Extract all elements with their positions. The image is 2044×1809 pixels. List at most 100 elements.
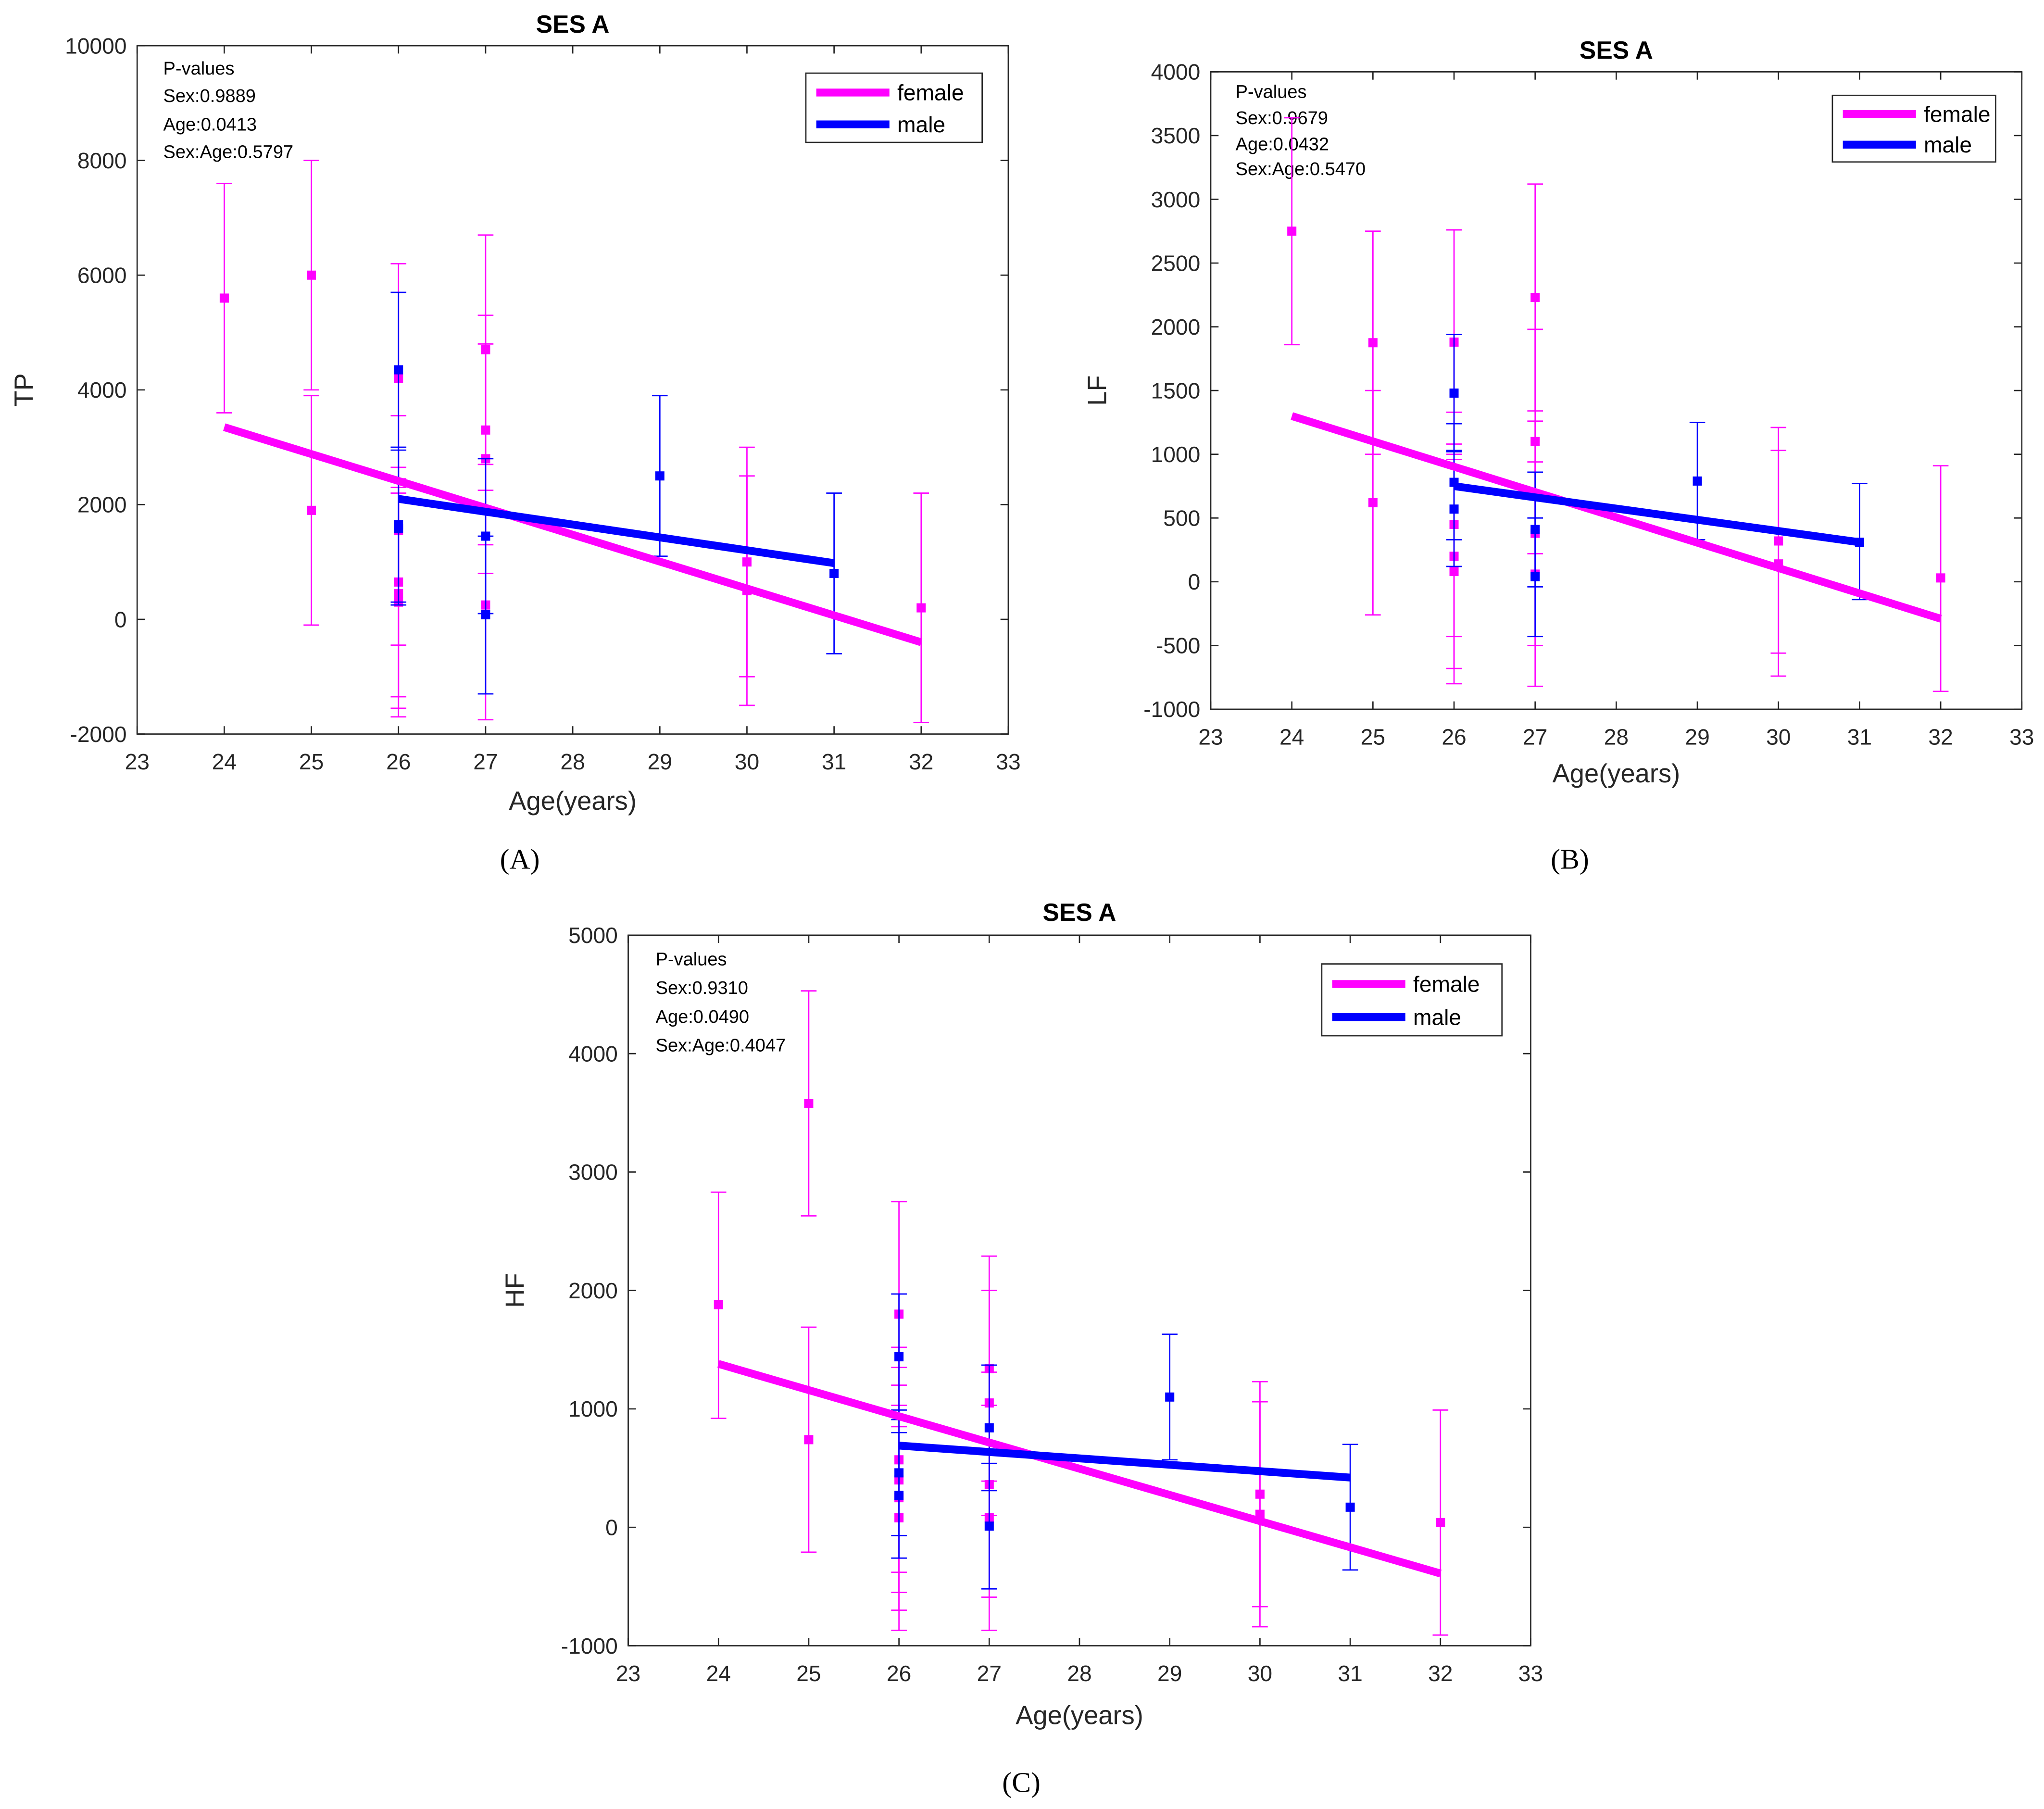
x-tick-label: 33	[1518, 1661, 1543, 1686]
data-point	[655, 471, 665, 481]
p-value-text: Age:0.0413	[163, 115, 257, 135]
x-tick-label: 30	[1766, 724, 1791, 749]
fit-line-male	[899, 1442, 1351, 1482]
p-value-text: Sex:Age:0.5470	[1236, 159, 1366, 179]
data-point	[1368, 498, 1378, 507]
x-tick-label: 28	[560, 749, 585, 774]
x-tick-label: 30	[1248, 1661, 1272, 1686]
legend-label-female: female	[1413, 972, 1480, 997]
y-tick-label: 5000	[568, 923, 618, 948]
x-tick-label: 24	[1279, 724, 1304, 749]
legend-box	[805, 72, 983, 143]
x-tick-label: 26	[386, 749, 411, 774]
x-axis-label: Age(years)	[509, 786, 637, 816]
x-tick-label: 31	[822, 749, 846, 774]
x-tick-label: 25	[1361, 724, 1385, 749]
y-axis-label: TP	[9, 373, 38, 406]
x-tick-label: 23	[1198, 724, 1223, 749]
data-point	[307, 505, 316, 515]
legend: female male	[1831, 94, 1996, 163]
x-tick-label: 23	[616, 1661, 640, 1686]
p-value-text: Sex:Age:0.5797	[163, 142, 294, 163]
p-value-text: Sex:0.9889	[163, 86, 256, 106]
series-male	[891, 1293, 1358, 1590]
p-value-text: P-values	[656, 949, 727, 969]
y-axis-label: HF	[500, 1273, 529, 1307]
fit-line-female	[717, 1360, 1442, 1578]
x-tick-label: 24	[706, 1661, 731, 1686]
data-point	[1287, 226, 1297, 236]
x-tick-label: 28	[1604, 724, 1629, 749]
chart-panel-b: 23 24 25 26 27 28 29 30 31 32 33 -1000 -500 0 500 1000 1…	[1083, 36, 2034, 875]
x-tick-label: 32	[1928, 724, 1953, 749]
x-axis-label: Age(years)	[1553, 759, 1680, 788]
x-tick-label: 25	[299, 749, 324, 774]
x-tick-label: 29	[1157, 1661, 1182, 1686]
y-tick-label: 2000	[568, 1278, 618, 1303]
data-point	[1345, 1502, 1355, 1512]
fit-line-female	[1291, 412, 1942, 623]
fit-line-female	[223, 423, 923, 646]
series-male	[390, 291, 842, 695]
legend-label-male: male	[1924, 132, 1972, 157]
data-point	[219, 293, 229, 303]
legend-box	[1831, 94, 1996, 163]
data-point	[714, 1300, 723, 1309]
p-value-text: Sex:0.9310	[656, 978, 748, 998]
x-tick-label: 32	[909, 749, 933, 774]
legend-label-female: female	[897, 80, 964, 105]
legend-label-female: female	[1924, 101, 1991, 126]
data-point	[394, 524, 403, 533]
data-point	[1693, 476, 1702, 486]
data-point	[1368, 338, 1378, 348]
y-tick-label: 1000	[568, 1396, 618, 1421]
data-point	[1530, 293, 1540, 302]
x-axis-label: Age(years)	[1016, 1700, 1143, 1730]
data-point	[829, 569, 839, 578]
data-point	[481, 610, 490, 619]
x-tick-label: 26	[1442, 724, 1466, 749]
fit-line-male	[1453, 482, 1860, 546]
chart-title: SES A	[1043, 898, 1116, 926]
y-tick-label: 2000	[1151, 314, 1201, 339]
chart-panel-a: 23 24 25 26 27 28 29 30 31 32 33 -2000 0 2000 4000 6000…	[9, 10, 1021, 875]
x-tick-label: 27	[1523, 724, 1547, 749]
p-value-text: Sex:Age:0.4047	[656, 1036, 786, 1056]
y-tick-label: 1500	[1151, 378, 1201, 403]
p-value-text: Sex:0.9679	[1236, 108, 1328, 128]
data-point	[1449, 504, 1459, 514]
y-tick-label: 4000	[77, 377, 127, 402]
data-point	[984, 1423, 994, 1432]
panel-label: (A)	[500, 843, 540, 875]
y-tick-label: 6000	[77, 263, 127, 288]
data-point	[394, 365, 403, 375]
legend: female male	[1321, 963, 1503, 1037]
y-tick-label: 0	[1188, 569, 1201, 594]
chart-title: SES A	[536, 10, 610, 38]
x-tick-label: 27	[977, 1661, 1002, 1686]
x-tick-label: 31	[1338, 1661, 1362, 1686]
y-tick-label: 3000	[1151, 187, 1201, 212]
data-point	[804, 1435, 814, 1445]
y-tick-label: -2000	[70, 722, 126, 747]
data-point	[916, 603, 926, 613]
p-value-text: Age:0.0490	[656, 1007, 749, 1027]
y-tick-label: 3500	[1151, 123, 1201, 148]
data-point	[1449, 567, 1459, 577]
chart-panel-c: 23 24 25 26 27 28 29 30 31 32 33 -1000 0 1000 2000 3000…	[500, 898, 1543, 1798]
x-tick-label: 24	[212, 749, 237, 774]
panel-label: (B)	[1551, 843, 1589, 875]
data-point	[1936, 573, 1945, 583]
x-tick-label: 26	[887, 1661, 911, 1686]
y-tick-label: 2500	[1151, 251, 1201, 276]
fit-line-male	[398, 495, 835, 567]
y-axis-label: LF	[1083, 375, 1112, 405]
x-tick-label: 23	[125, 749, 150, 774]
x-tick-label: 31	[1847, 724, 1872, 749]
y-tick-label: 1000	[1151, 442, 1201, 467]
plot-area	[627, 934, 1531, 1646]
data-point	[1530, 572, 1540, 581]
x-tick-label: 32	[1428, 1661, 1453, 1686]
x-tick-label: 25	[796, 1661, 821, 1686]
